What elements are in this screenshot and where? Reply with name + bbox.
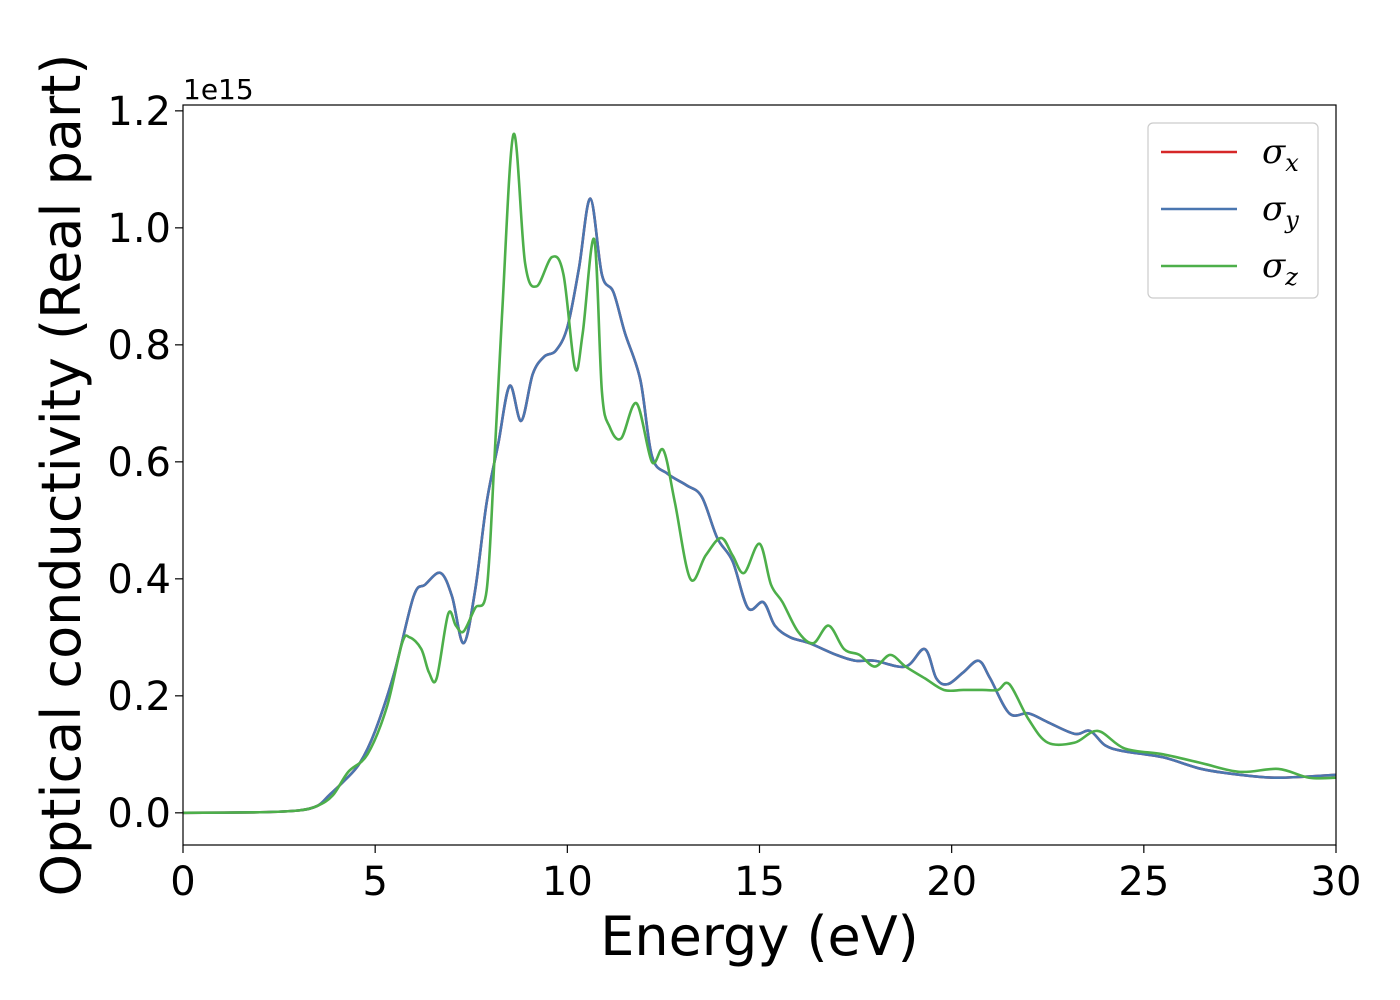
legend: σx σy σz <box>1147 122 1319 299</box>
y-tick-label: 0.2 <box>107 674 171 720</box>
x-axis-title: Energy (eV) <box>600 905 919 968</box>
legend-box <box>1147 122 1319 299</box>
y-tick-label: 0.4 <box>107 557 171 603</box>
x-tick-label: 5 <box>362 859 387 905</box>
legend-label-x: σx <box>1262 132 1299 177</box>
x-tick-label: 25 <box>1118 859 1169 905</box>
x-tick-label: 0 <box>170 859 195 905</box>
x-axis: 0 5 10 15 20 25 30 <box>170 845 1361 905</box>
x-tick-label: 10 <box>542 859 593 905</box>
legend-label-y: σy <box>1262 189 1299 234</box>
x-tick-label: 30 <box>1311 859 1362 905</box>
y-axis: 0.0 0.2 0.4 0.6 0.8 1.0 1.2 <box>107 89 183 837</box>
x-tick-label: 20 <box>926 859 977 905</box>
y-axis-title: Optical conductivity (Real part) <box>30 54 93 897</box>
legend-label-z: σz <box>1262 246 1298 291</box>
y-tick-label: 0.8 <box>107 323 171 369</box>
y-tick-label: 0.0 <box>107 791 171 837</box>
y-tick-label: 0.6 <box>107 440 171 486</box>
plot-background <box>183 105 1336 845</box>
x-tick-label: 15 <box>734 859 785 905</box>
series-lines <box>182 132 1337 815</box>
y-tick-label: 1.0 <box>107 206 171 252</box>
y-tick-label: 1.2 <box>107 89 171 135</box>
y-offset-label: 1e15 <box>183 73 254 106</box>
series-line-z <box>182 132 1337 815</box>
